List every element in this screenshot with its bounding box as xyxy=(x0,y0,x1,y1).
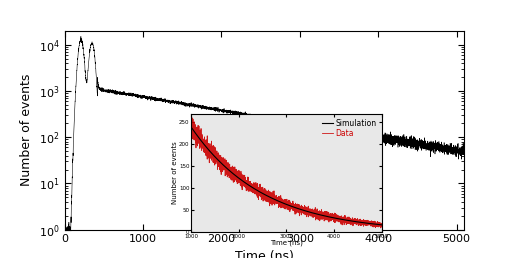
Simulation xyxy=(379,223,385,227)
Simulation xyxy=(279,201,285,204)
Data xyxy=(269,195,276,198)
Line: Simulation: Simulation xyxy=(191,127,382,225)
Line: Data: Data xyxy=(191,118,382,228)
Y-axis label: Number of events: Number of events xyxy=(20,74,33,187)
Data xyxy=(363,222,369,225)
Data xyxy=(279,200,285,204)
Simulation xyxy=(363,222,369,225)
Data xyxy=(268,197,275,200)
Data xyxy=(327,217,333,220)
Simulation xyxy=(188,125,194,128)
Simulation xyxy=(373,223,379,226)
Simulation xyxy=(269,197,276,200)
X-axis label: Time (ns): Time (ns) xyxy=(235,250,294,258)
Data xyxy=(378,226,384,229)
Y-axis label: Number of events: Number of events xyxy=(172,141,178,204)
X-axis label: Time (ns): Time (ns) xyxy=(270,240,303,246)
Simulation xyxy=(268,196,274,199)
Simulation xyxy=(327,215,333,219)
Legend: Simulation, Data: Simulation, Data xyxy=(320,117,378,140)
Data xyxy=(188,124,194,127)
Data xyxy=(188,116,195,119)
Data xyxy=(379,223,385,226)
Data xyxy=(373,222,379,225)
